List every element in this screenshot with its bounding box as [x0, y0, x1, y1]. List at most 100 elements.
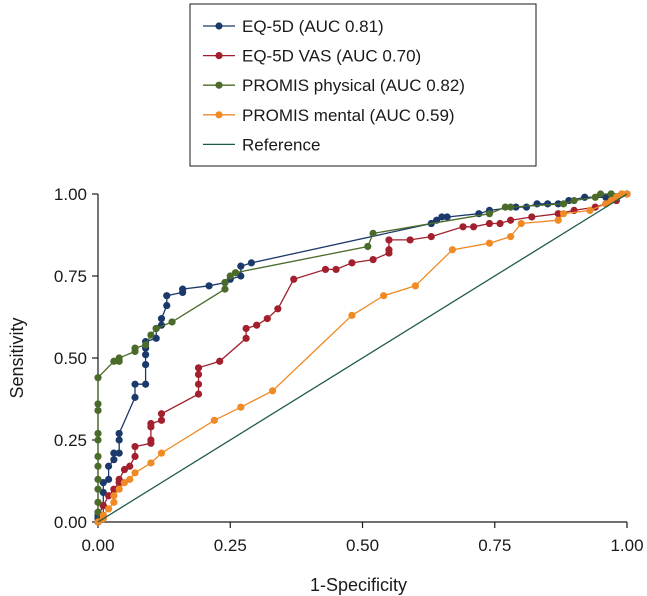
- x-tick-label: 0.25: [214, 536, 247, 555]
- x-tick-label: 0.75: [478, 536, 511, 555]
- data-point: [94, 400, 102, 408]
- data-point: [332, 265, 340, 274]
- data-point: [485, 219, 494, 228]
- data-point: [517, 219, 525, 228]
- data-point: [94, 475, 102, 483]
- data-point: [120, 465, 129, 474]
- data-point: [110, 357, 118, 365]
- data-point: [448, 246, 457, 254]
- data-point: [194, 364, 203, 372]
- data-point: [263, 315, 271, 323]
- data-point: [115, 436, 123, 444]
- data-point: [570, 196, 578, 205]
- data-point: [152, 334, 160, 342]
- legend-marker: [215, 22, 223, 30]
- data-point: [554, 210, 562, 218]
- legend-box: [189, 3, 537, 167]
- data-point: [210, 416, 218, 424]
- axes: 0.00 0.25 0.50 0.75 1.00 0.00 0.25 0.50 0.75 1.00…: [7, 185, 644, 595]
- data-point: [194, 380, 203, 388]
- legend-item: Reference: [203, 135, 320, 154]
- data-point: [115, 354, 123, 362]
- legend-label: EQ-5D VAS (AUC 0.70): [242, 47, 421, 66]
- data-point: [253, 321, 261, 329]
- data-point: [110, 485, 118, 493]
- data-point: [168, 318, 176, 326]
- data-point: [104, 475, 113, 483]
- y-axis-title: Sensitivity: [7, 317, 27, 398]
- data-point: [385, 236, 393, 244]
- legend: EQ-5D (AUC 0.81) EQ-5D VAS (AUC 0.70) PROM…: [189, 3, 537, 167]
- data-point: [99, 479, 107, 487]
- data-point: [115, 449, 123, 457]
- data-point: [533, 200, 541, 208]
- x-tick-label: 0.50: [346, 536, 379, 555]
- data-point: [496, 219, 504, 228]
- data-point: [94, 374, 102, 382]
- series-3: [94, 190, 631, 526]
- data-point: [242, 324, 250, 333]
- data-point: [179, 285, 187, 293]
- data-point: [369, 229, 377, 237]
- data-point: [94, 462, 102, 470]
- x-tick-label: 0.00: [81, 536, 114, 555]
- data-point: [147, 436, 155, 444]
- data-point: [411, 282, 419, 290]
- data-point: [157, 410, 166, 418]
- data-point: [94, 429, 102, 438]
- legend-item: PROMIS physical (AUC 0.82): [203, 76, 465, 95]
- data-point: [120, 479, 129, 487]
- series-4: [97, 193, 628, 523]
- data-point: [321, 265, 330, 274]
- data-point: [544, 200, 552, 208]
- data-point: [507, 216, 515, 224]
- data-point: [469, 223, 478, 231]
- data-point: [348, 311, 356, 319]
- data-point: [110, 456, 118, 464]
- data-point: [485, 239, 494, 247]
- data-point: [99, 488, 107, 497]
- data-point: [110, 498, 118, 506]
- data-point: [522, 203, 531, 211]
- data-point: [385, 246, 393, 254]
- data-point: [104, 492, 113, 500]
- data-point: [94, 406, 102, 415]
- data-point: [142, 380, 150, 388]
- legend-marker: [215, 111, 223, 119]
- legend-label: Reference: [242, 135, 320, 154]
- legend-item: EQ-5D (AUC 0.81): [203, 17, 384, 36]
- data-point: [99, 502, 107, 510]
- x-axis-title: 1-Specificity: [310, 575, 407, 595]
- data-point: [126, 475, 134, 483]
- data-point: [147, 420, 155, 428]
- legend-marker: [215, 81, 223, 89]
- data-point: [559, 210, 568, 218]
- data-point: [443, 213, 451, 221]
- data-point: [607, 190, 615, 198]
- data-point: [591, 193, 599, 201]
- legend-label: PROMIS mental (AUC 0.59): [242, 106, 455, 125]
- data-point: [459, 223, 467, 231]
- data-point: [559, 200, 568, 208]
- data-point: [115, 429, 123, 438]
- data-point: [226, 272, 234, 280]
- data-point: [131, 393, 139, 401]
- data-point: [369, 256, 377, 264]
- data-point: [485, 210, 494, 218]
- data-point: [142, 341, 150, 349]
- data-point: [406, 236, 414, 244]
- series-line: [97, 193, 628, 523]
- data-point: [131, 442, 139, 451]
- data-point: [221, 278, 229, 287]
- data-point: [364, 242, 372, 251]
- x-tick-label: 1.00: [610, 536, 643, 555]
- data-point: [237, 272, 245, 280]
- plot-area: [94, 190, 631, 526]
- data-point: [586, 206, 594, 214]
- data-point: [110, 449, 118, 457]
- data-point: [142, 351, 150, 359]
- data-point: [237, 403, 245, 411]
- y-tick-label: 0.00: [54, 513, 87, 532]
- data-point: [242, 334, 250, 342]
- data-point: [115, 475, 123, 483]
